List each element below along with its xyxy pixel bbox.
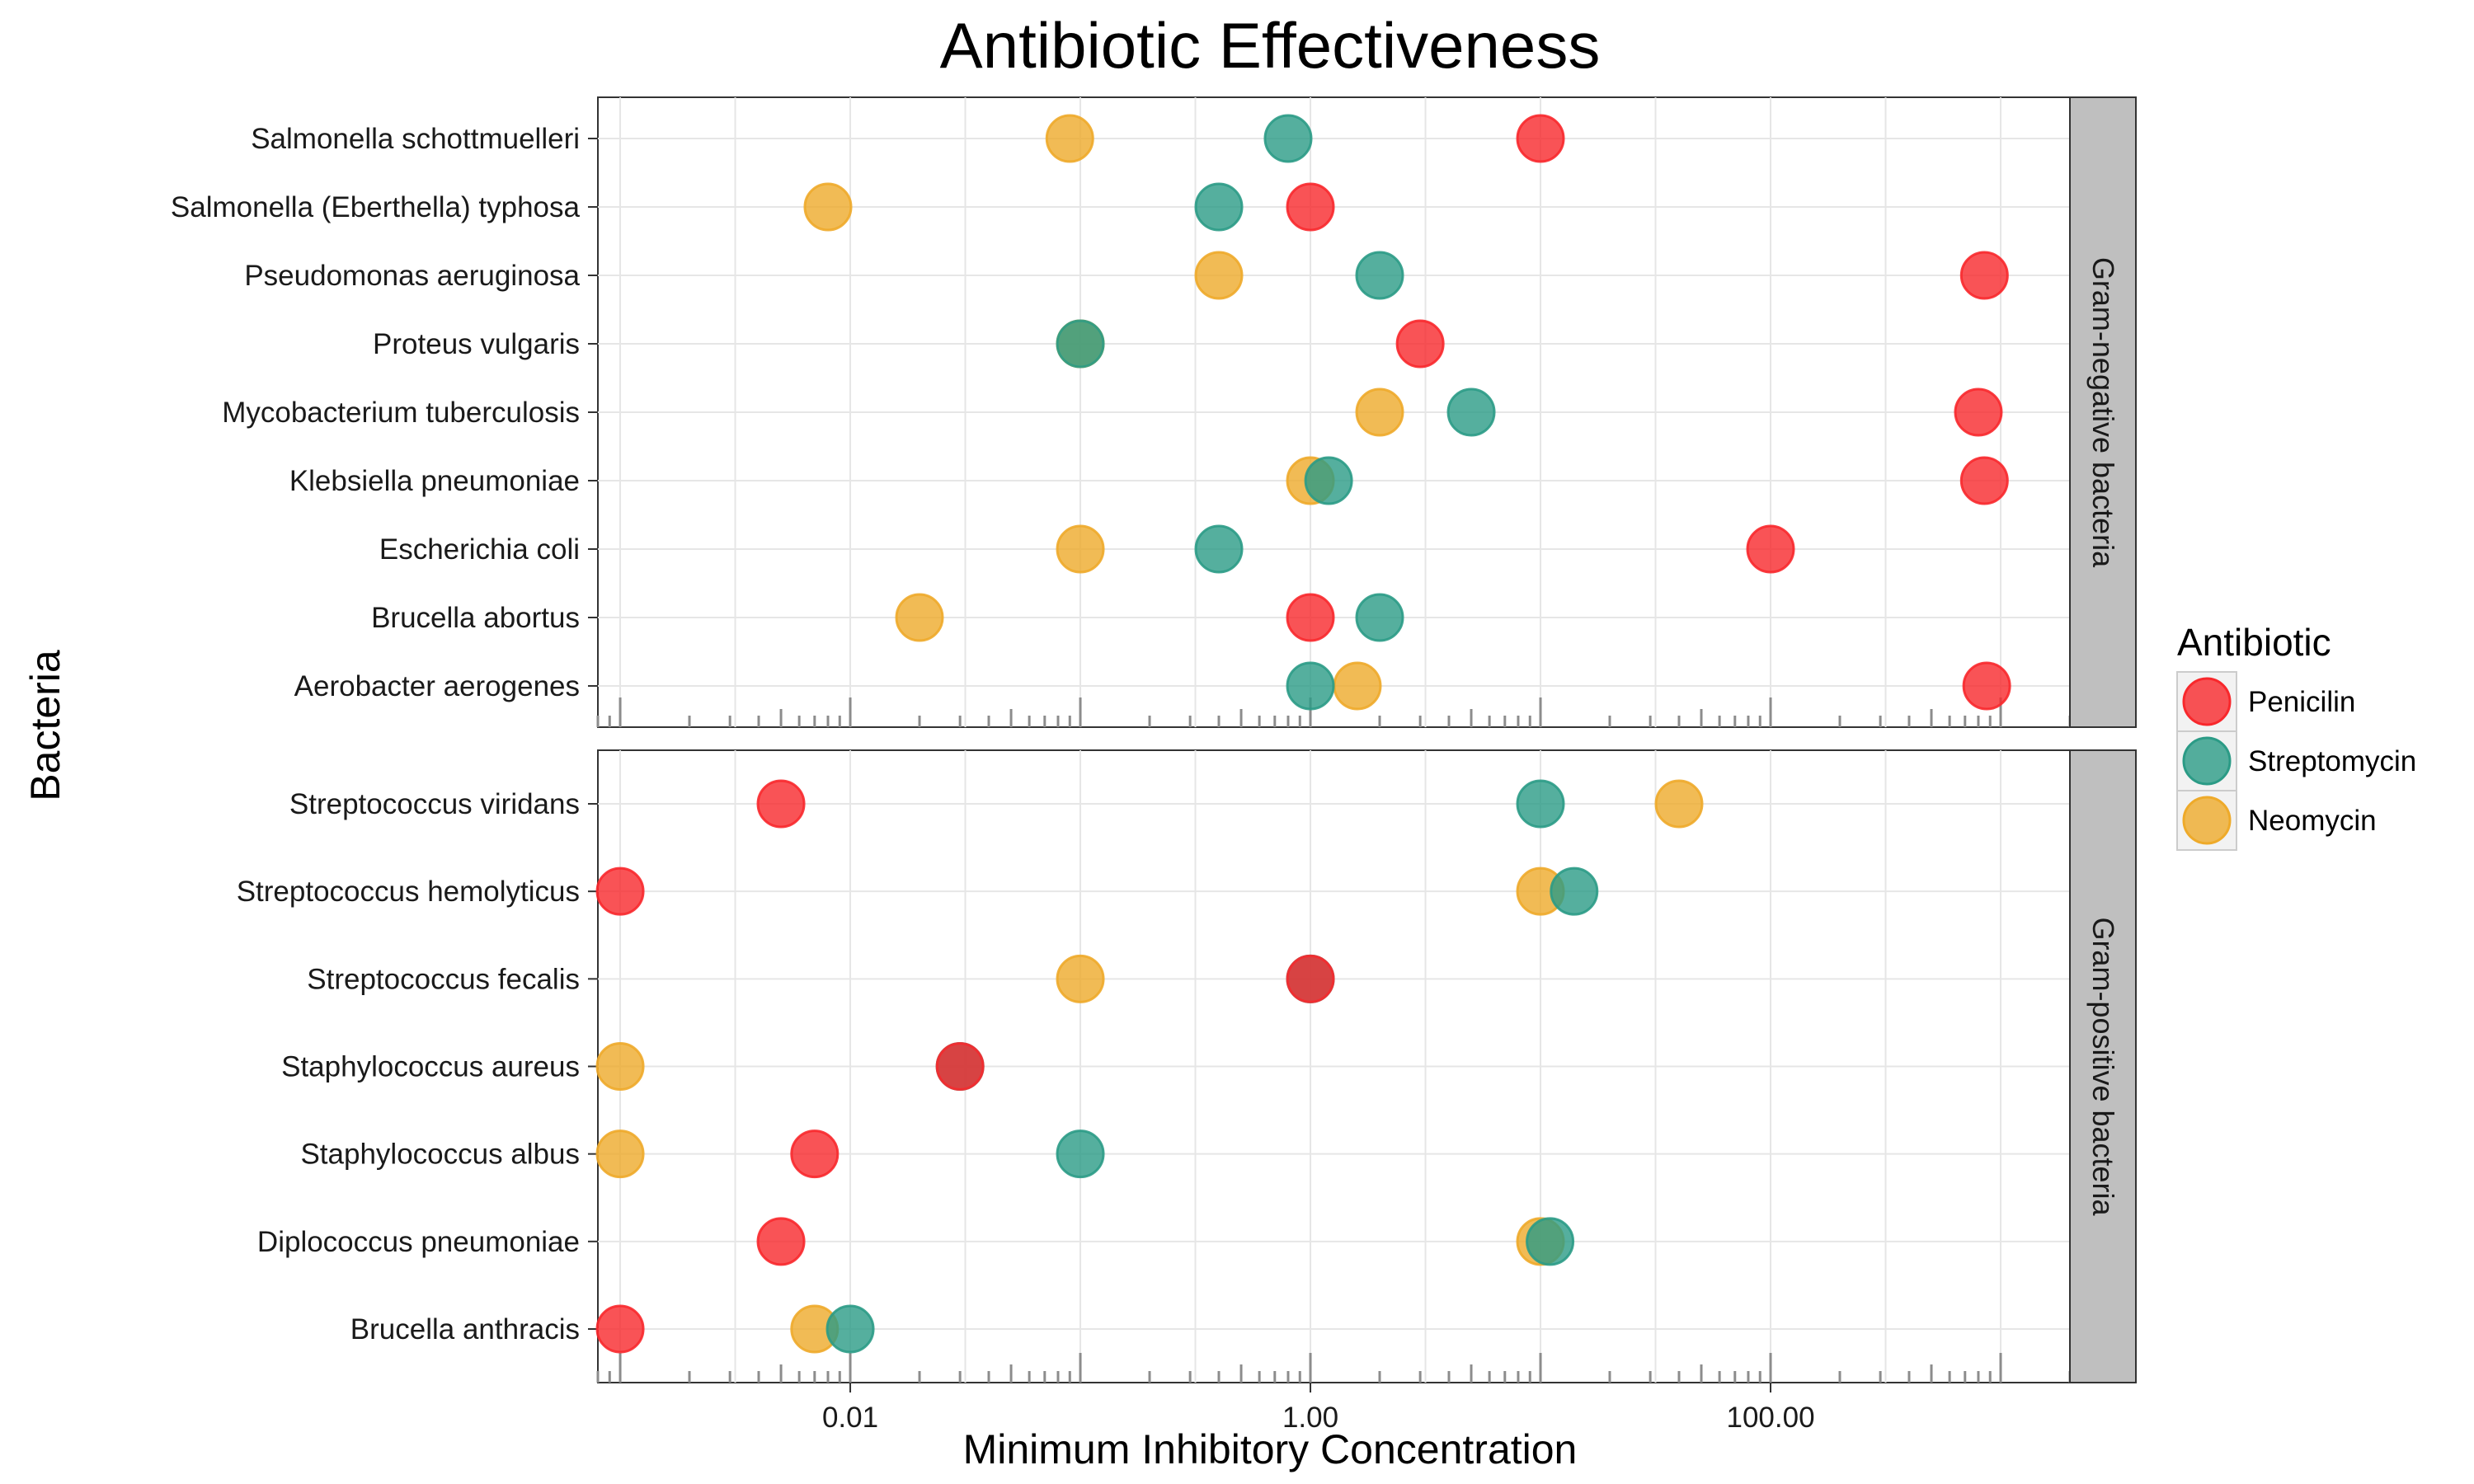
point-streptomycin — [1194, 524, 1244, 574]
panel-gram-positive-bacteria: Streptococcus viridans Streptococcus hemo… — [237, 749, 2137, 1383]
point-penicilin — [1286, 593, 1335, 642]
rug-ticks — [596, 1353, 2072, 1383]
point-neomycin — [1056, 524, 1105, 574]
facet-strip: Gram-negative bacteria — [2069, 96, 2137, 728]
legend-item-neomycin: Neomycin — [2176, 790, 2377, 851]
point-penicilin — [1516, 114, 1565, 163]
point-penicilin — [1746, 524, 1795, 574]
x-axis: 0.01 1.00 100.00 — [822, 1383, 1815, 1434]
point-streptomycin — [1304, 456, 1353, 505]
y-tick-label: Salmonella (Eberthella) typhosa — [171, 191, 581, 223]
y-tick-label: Streptococcus viridans — [289, 788, 580, 820]
point-penicilin — [935, 1042, 985, 1091]
plot-panels: Salmonella schottmuelleri Salmonella (Ebe… — [171, 96, 2137, 1383]
point-streptomycin — [1355, 251, 1404, 300]
point-neomycin — [595, 1042, 645, 1091]
point-penicilin — [790, 1129, 840, 1179]
facet-strip-background — [2069, 96, 2137, 728]
legend-item-streptomycin: Streptomycin — [2176, 730, 2416, 791]
facet-strip-label: Gram-positive bacteria — [2086, 917, 2120, 1216]
y-tick-label: Pseudomonas aeruginosa — [244, 260, 580, 292]
point-neomycin — [595, 1129, 645, 1179]
point-penicilin — [1962, 661, 2011, 711]
point-penicilin — [756, 1217, 806, 1266]
y-tick-label: Streptococcus fecalis — [307, 963, 580, 995]
point-streptomycin — [1263, 114, 1313, 163]
point-penicilin — [595, 1304, 645, 1354]
y-axis-title: Bacteria — [22, 650, 68, 801]
point-streptomycin — [825, 1304, 875, 1354]
x-tick-label: 1.00 — [1282, 1402, 1338, 1434]
point-penicilin — [756, 779, 806, 829]
facet-strip: Gram-positive bacteria — [2069, 749, 2137, 1383]
point-penicilin — [1395, 319, 1445, 369]
y-tick-label: Aerobacter aerogenes — [294, 670, 580, 702]
y-tick-label: Streptococcus hemolyticus — [237, 876, 580, 908]
point-streptomycin — [1056, 319, 1105, 369]
y-tick-label: Salmonella schottmuelleri — [251, 123, 580, 155]
point-streptomycin — [1526, 1217, 1575, 1266]
point-streptomycin — [1355, 593, 1404, 642]
y-tick-label: Diplococcus pneumoniae — [257, 1226, 580, 1258]
y-tick-label: Proteus vulgaris — [373, 328, 580, 360]
point-neomycin — [1194, 251, 1244, 300]
point-neomycin — [803, 182, 853, 232]
y-tick-label: Escherichia coli — [379, 533, 580, 566]
x-tick-label: 100.00 — [1726, 1402, 1814, 1434]
x-axis-title: Minimum Inhibitory Concentration — [963, 1426, 1578, 1472]
point-penicilin — [1959, 251, 2009, 300]
legend-item-penicilin: Penicilin — [2176, 671, 2355, 732]
point-penicilin — [1959, 456, 2009, 505]
legend-swatch — [2182, 736, 2232, 786]
point-neomycin — [1654, 779, 1704, 829]
panel-gram-negative-bacteria: Salmonella schottmuelleri Salmonella (Ebe… — [171, 96, 2137, 728]
y-tick-label: Brucella abortus — [371, 602, 580, 634]
rug-ticks — [596, 697, 2072, 727]
point-neomycin — [1333, 661, 1382, 711]
y-tick-label: Klebsiella pneumoniae — [289, 465, 580, 497]
y-tick-label: Staphylococcus aureus — [281, 1051, 580, 1083]
point-penicilin — [1954, 387, 2003, 437]
point-penicilin — [1286, 954, 1335, 1003]
legend-swatch — [2182, 796, 2232, 845]
point-streptomycin — [1194, 182, 1244, 232]
point-neomycin — [1045, 114, 1094, 163]
y-tick-label: Staphylococcus albus — [300, 1139, 580, 1171]
point-penicilin — [1286, 182, 1335, 232]
x-tick-label: 0.01 — [822, 1402, 878, 1434]
point-streptomycin — [1516, 779, 1565, 829]
legend-swatch — [2182, 677, 2232, 726]
point-streptomycin — [1056, 1129, 1105, 1179]
point-streptomycin — [1286, 661, 1335, 711]
chart-title: Antibiotic Effectiveness — [940, 9, 1601, 82]
point-streptomycin — [1550, 866, 1599, 916]
facet-strip-background — [2069, 749, 2137, 1383]
legend-label: Streptomycin — [2248, 745, 2416, 777]
legend-title: Antibiotic — [2177, 621, 2331, 664]
legend-label: Neomycin — [2248, 805, 2377, 837]
legend: Antibiotic Penicilin Streptomycin Neomycin — [2176, 621, 2416, 851]
point-penicilin — [595, 866, 645, 916]
point-streptomycin — [1446, 387, 1496, 437]
point-neomycin — [1056, 954, 1105, 1003]
point-neomycin — [895, 593, 944, 642]
legend-label: Penicilin — [2248, 686, 2355, 718]
point-neomycin — [1355, 387, 1404, 437]
facet-strip-label: Gram-negative bacteria — [2086, 257, 2120, 568]
y-tick-label: Brucella anthracis — [350, 1313, 580, 1345]
y-tick-label: Mycobacterium tuberculosis — [222, 397, 580, 429]
